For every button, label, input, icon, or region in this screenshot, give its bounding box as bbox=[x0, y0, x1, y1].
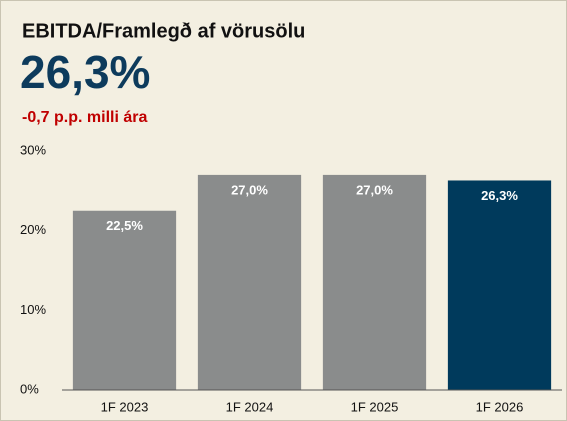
value-label: 27,0% bbox=[231, 182, 268, 197]
bar bbox=[447, 180, 552, 390]
bar bbox=[197, 174, 302, 390]
x-tick-label: 1F 2025 bbox=[351, 399, 399, 414]
value-label: 27,0% bbox=[356, 182, 393, 197]
y-tick-label: 0% bbox=[20, 381, 39, 396]
x-tick-label: 1F 2024 bbox=[226, 399, 274, 414]
x-tick-label: 1F 2023 bbox=[101, 399, 149, 414]
subtitle: -0,7 p.p. milli ára bbox=[22, 109, 147, 126]
bar bbox=[72, 210, 177, 390]
y-tick-label: 20% bbox=[20, 222, 46, 237]
bar bbox=[322, 174, 427, 390]
value-label: 22,5% bbox=[106, 218, 143, 233]
y-tick-label: 10% bbox=[20, 302, 46, 317]
y-tick-label: 30% bbox=[20, 142, 46, 157]
value-label: 26,3% bbox=[481, 188, 518, 203]
headline: 26,3% bbox=[20, 46, 150, 98]
x-tick-label: 1F 2026 bbox=[476, 399, 524, 414]
chart-title: EBITDA/Framlegð af vörusölu bbox=[22, 20, 305, 42]
